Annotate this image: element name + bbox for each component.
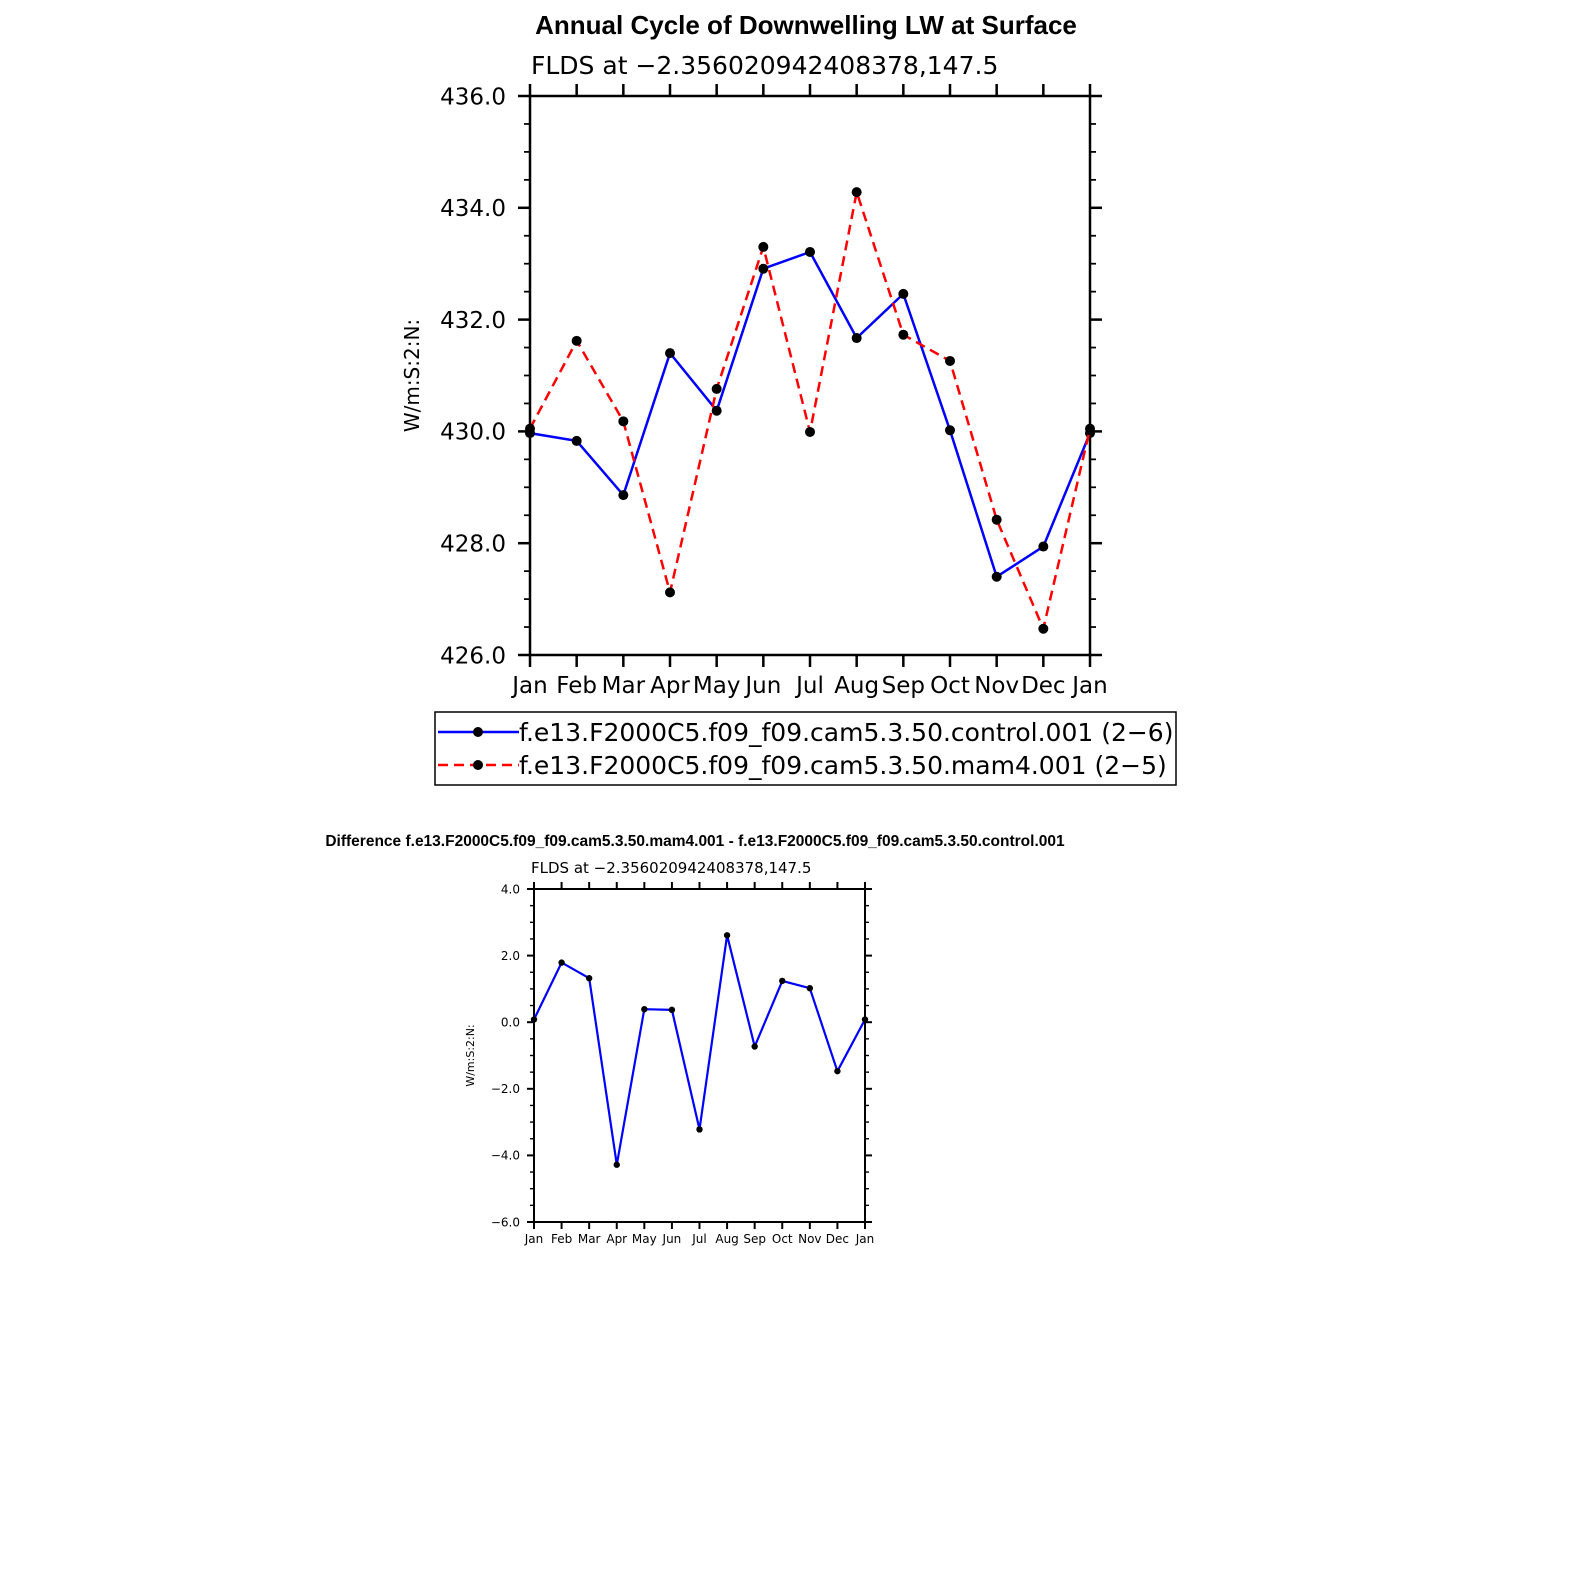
chart-2-ytick-label: 2.0 <box>501 949 520 963</box>
chart-1-series-0-point <box>665 348 675 359</box>
chart-2-title: Difference f.e13.F2000C5.f09_f09.cam5.3.… <box>325 833 1065 850</box>
chart-1-series-0-point <box>805 246 815 257</box>
chart-1-ylabel: W/m:S:2:N: <box>400 319 424 432</box>
chart-2-series-0-point <box>668 1006 676 1014</box>
chart-2-xtick-label: Nov <box>798 1232 821 1246</box>
chart-2-ytick-label: 0.0 <box>501 1016 520 1030</box>
chart-2-xtick-label: May <box>632 1232 657 1246</box>
chart-1-series-0-point <box>945 425 955 436</box>
chart-1-xtick-label: Oct <box>930 673 970 699</box>
chart-2-xtick-label: Apr <box>606 1232 627 1246</box>
chart-1-series-0-point <box>851 333 862 344</box>
chart-1-series-1-point <box>665 587 675 598</box>
chart-2-xtick-label: Mar <box>578 1232 601 1246</box>
chart-1-series-1-point <box>1085 423 1095 434</box>
chart-2-series-0-point <box>723 932 731 939</box>
chart-1-series-1-point <box>758 241 769 252</box>
chart-1-series-0-line <box>529 250 1092 578</box>
chart-2-plot: Jan Feb Mar Apr May Jun Jul Aug Sep Oct Nov Dec Jan−… <box>464 882 874 1246</box>
chart-2-series-0-point <box>613 1161 620 1168</box>
chart-1-series-1-point <box>945 355 955 366</box>
chart-1-title: Annual Cycle of Downwelling LW at Surfac… <box>535 10 1077 40</box>
chart-1-series-1-point <box>851 187 862 198</box>
legend-marker-control <box>473 727 483 737</box>
chart-2-ytick-label: −4.0 <box>491 1149 520 1163</box>
chart-1-series-1-point <box>618 416 629 427</box>
chart-1-series-1-point <box>1038 623 1049 634</box>
chart-1-series-1-line <box>528 190 1092 630</box>
chart-2-subtitle: FLDS at −2.356020942408378,147.5 <box>531 859 811 877</box>
chart-1-series-0-point <box>618 490 629 501</box>
chart-2-series-0-point <box>641 1006 648 1013</box>
chart-1-ytick-label: 426.0 <box>440 643 506 669</box>
chart-1-xtick-label: Sep <box>882 673 925 699</box>
chart-2-series-0-point <box>696 1126 703 1133</box>
chart-2-series-0-point <box>751 1043 758 1050</box>
chart-1-legend: f.e13.F2000C5.f09_f09.cam5.3.50.control.… <box>434 711 1177 786</box>
chart-2-series-0-point <box>779 977 786 985</box>
chart-1-xtick-label: Apr <box>650 673 690 699</box>
chart-1-subtitle: FLDS at −2.356020942408378,147.5 <box>531 51 998 80</box>
chart-1-series-0-point <box>898 288 909 299</box>
legend-frame <box>434 711 1177 786</box>
chart-2-xtick-label: Oct <box>772 1232 793 1246</box>
chart-1-series-1-point <box>711 383 722 394</box>
chart-2-series-0-point <box>861 1016 869 1023</box>
chart-1-xtick-label: Jun <box>743 673 781 699</box>
chart-1-series-0-point <box>758 263 769 274</box>
chart-1-xtick-label: Nov <box>974 673 1019 699</box>
chart-2-xtick-label: Sep <box>743 1232 766 1246</box>
chart-1-xtick-label: May <box>693 673 741 699</box>
chart-2-xtick-label: Jan <box>855 1232 875 1246</box>
chart-1-series-0-point <box>571 435 582 446</box>
chart-1-series-0-point <box>991 571 1002 582</box>
chart-2-ylabel: W/m:S:2:N: <box>464 1024 477 1086</box>
chart-2-series-0-point <box>558 959 565 966</box>
chart-2-xtick-label: Feb <box>551 1232 572 1246</box>
chart-1-series-0-point <box>1038 541 1049 552</box>
legend-marker-mam4 <box>473 760 483 770</box>
chart-1-xtick-label: Aug <box>834 673 879 699</box>
chart-1-series-1-point <box>898 329 909 340</box>
chart-1-series-1-point <box>525 423 535 434</box>
chart-2-series-0-point <box>834 1067 841 1075</box>
chart-2-xtick-label: Aug <box>715 1232 738 1246</box>
chart-1-xtick-label: Mar <box>602 673 646 699</box>
chart-1-ytick-label: 430.0 <box>440 420 506 446</box>
chart-2-series-0-point <box>806 985 814 992</box>
legend-label-mam4: f.e13.F2000C5.f09_f09.cam5.3.50.mam4.001… <box>519 751 1167 780</box>
chart-2-xtick-label: Jan <box>524 1232 544 1246</box>
chart-1-plot: Jan Feb Mar Apr May Jun Jul Aug Sep Oct Nov Dec Jan4… <box>400 84 1108 699</box>
chart-1-series-1-point <box>805 426 815 437</box>
chart-2-frame <box>533 888 866 1223</box>
chart-1-xtick-label: Jul <box>794 673 824 699</box>
chart-2-xtick-label: Jun <box>662 1232 682 1246</box>
chart-1-ytick-label: 434.0 <box>440 196 506 222</box>
legend-label-control: f.e13.F2000C5.f09_f09.cam5.3.50.control.… <box>519 718 1173 747</box>
chart-1-ytick-label: 428.0 <box>440 531 506 557</box>
chart-1-xtick-label: Jan <box>510 673 547 699</box>
chart-2-series-0-point <box>585 975 593 982</box>
chart-1-xtick-label: Jan <box>1070 673 1107 699</box>
chart-1-xtick-label: Dec <box>1021 673 1066 699</box>
chart-1-xtick-label: Feb <box>556 673 597 699</box>
chart-1-series-1-point <box>991 514 1002 525</box>
chart-1-series-1-point <box>571 335 582 346</box>
chart-2-xtick-label: Jul <box>691 1232 706 1246</box>
chart-1-ytick-label: 436.0 <box>440 84 506 110</box>
chart-2-series-0-point <box>530 1016 538 1023</box>
chart-2-ytick-label: −6.0 <box>491 1215 520 1229</box>
chart-1-series-0-point <box>711 405 722 416</box>
chart-1-ytick-label: 432.0 <box>440 308 506 334</box>
chart-2-ytick-label: 4.0 <box>501 882 520 896</box>
chart-2-xtick-label: Dec <box>826 1232 849 1246</box>
chart-2-ytick-label: −2.0 <box>491 1082 520 1096</box>
